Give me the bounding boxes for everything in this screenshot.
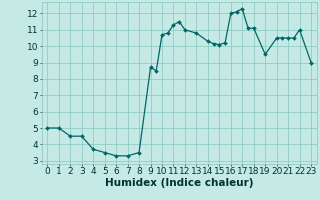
X-axis label: Humidex (Indice chaleur): Humidex (Indice chaleur) <box>105 178 253 188</box>
